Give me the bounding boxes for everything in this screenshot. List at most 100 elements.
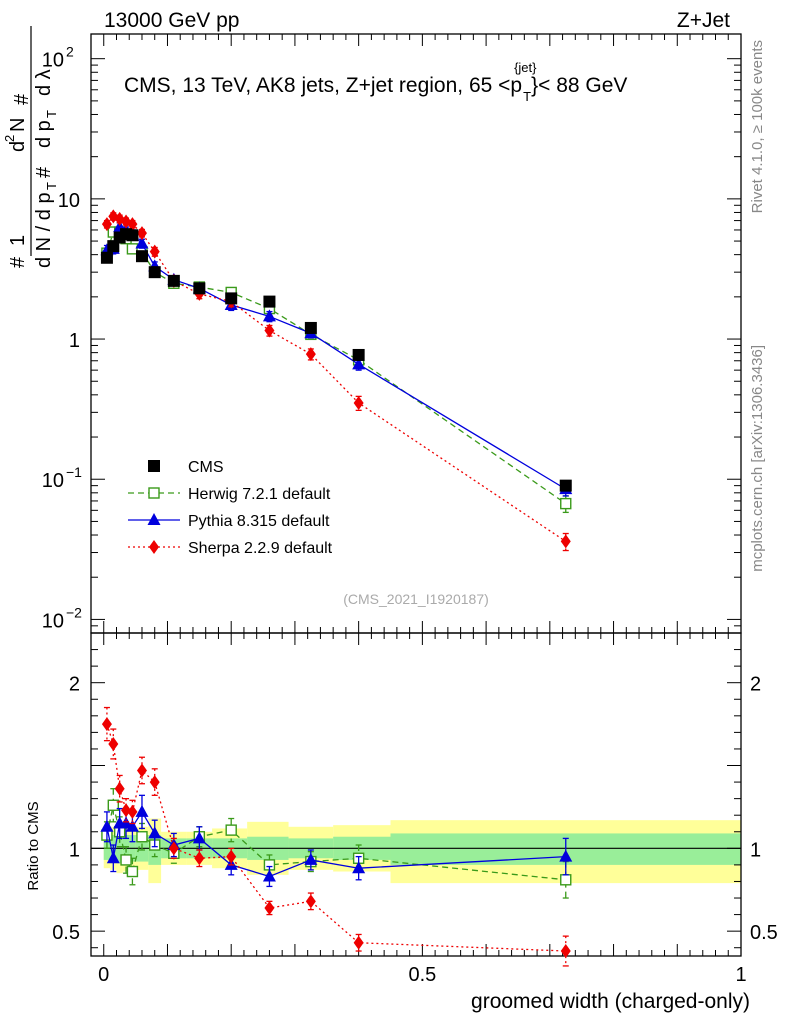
cms-point (126, 229, 139, 242)
svg-text:2: 2 (2, 135, 17, 142)
sherpa-point (101, 217, 112, 232)
mcplots-credit-label: mcplots.cern.ch [arXiv:1306.3436] (749, 345, 766, 572)
svg-text:#: # (11, 93, 33, 105)
sherpa-point (194, 851, 205, 866)
sherpa-point (149, 775, 160, 790)
ratio-y-tick-label: 0.5 (52, 922, 80, 944)
svg-text:1: 1 (7, 235, 29, 246)
y-tick-label: 10 (42, 470, 64, 492)
y-tick-label: 1 (69, 330, 80, 352)
sherpa-point (560, 534, 571, 549)
ratio-panel: 0 0.5 12 21 10.5 0.5 (52, 632, 778, 986)
legend-label-sherpa: Sherpa 2.2.9 default (188, 540, 333, 557)
sherpa-point (353, 935, 364, 950)
sherpa-point (264, 323, 275, 338)
y-tick-exponent: −1 (66, 464, 82, 480)
herwig-point (120, 854, 132, 866)
main-title-superscript: {jet} (514, 60, 537, 75)
sherpa-point (560, 944, 571, 959)
pythia-point (135, 236, 149, 249)
ratio-frame (90, 632, 742, 957)
svg-text:T: T (44, 110, 59, 118)
sherpa-point (101, 717, 112, 732)
x-axis-label: groomed width (charged-only) (471, 990, 750, 1013)
cms-point (352, 348, 365, 361)
herwig-point (126, 243, 139, 255)
pythia-point (125, 819, 139, 832)
cms-point (135, 250, 148, 263)
legend-marker-sherpa (149, 540, 159, 554)
legend-marker-pythia (147, 513, 161, 525)
pythia-point (262, 309, 276, 322)
cms-point (559, 479, 572, 492)
cms-point (225, 292, 238, 305)
legend-label-cms: CMS (188, 459, 224, 476)
legend-marker-cms (148, 460, 160, 472)
legend-marker-herwig (148, 487, 160, 499)
pythia-point (148, 826, 162, 839)
svg-text:#: # (33, 166, 55, 178)
sherpa-point (127, 217, 138, 232)
sherpa-point (127, 804, 138, 819)
y-tick-exponent: −2 (66, 604, 82, 620)
sherpa-point (121, 214, 132, 229)
ratio-y-tick-label-right: 0.5 (750, 922, 778, 944)
pythia-point (559, 849, 573, 862)
pythia-point (352, 357, 366, 370)
main-title: CMS, 13 TeV, AK8 jets, Z+jet region, 65 … (124, 60, 627, 104)
ratio-y-tick-label-right: 2 (750, 674, 761, 696)
sherpa-point (121, 803, 132, 818)
legend: CMS Herwig 7.2.1 default Pythia 8.315 defa… (128, 459, 333, 557)
herwig-point (560, 497, 572, 510)
ratio-y-tick-label: 1 (69, 839, 80, 861)
sherpa-point (168, 841, 179, 856)
sherpa-point (226, 849, 237, 864)
cms-point (304, 321, 317, 334)
pythia-point (262, 869, 276, 882)
sherpa-line (106, 215, 567, 542)
y-tick-label: 10 (58, 190, 80, 212)
pythia-point (304, 852, 318, 865)
pythia-point (100, 819, 114, 832)
sherpa-point (136, 763, 147, 778)
header-right-title: Z+Jet (677, 9, 730, 32)
cms-point (148, 266, 161, 279)
svg-text:d p: d p (33, 120, 55, 148)
sherpa-point (305, 347, 316, 362)
pythia-point (119, 816, 133, 829)
herwig-point (126, 865, 139, 878)
sherpa-point (264, 900, 275, 915)
cms-point (100, 251, 113, 264)
stat-band (116, 831, 123, 864)
x-tick-label: 0 (98, 964, 109, 986)
sherpa-point (353, 395, 364, 410)
x-tick-label: 0.5 (408, 964, 436, 986)
x-tick-label: 1 (735, 964, 746, 986)
pythia-point (106, 851, 120, 864)
pythia-point (135, 804, 149, 817)
herwig-point (225, 824, 237, 836)
y-tick-label: 10 (42, 50, 64, 72)
herwig-point (560, 874, 572, 886)
analysis-watermark: (CMS_2021_I1920187) (343, 591, 489, 607)
cms-point (167, 274, 180, 287)
herwig-point (136, 831, 148, 843)
ratio-y-tick-label-right: 1 (750, 839, 761, 861)
legend-label-herwig: Herwig 7.2.1 default (188, 486, 331, 503)
cms-point (263, 295, 276, 308)
sherpa-point (108, 736, 119, 751)
pythia-point (192, 831, 206, 844)
svg-text:T: T (44, 182, 59, 190)
svg-text:N: N (7, 118, 29, 132)
sherpa-point (114, 781, 125, 796)
sherpa-point (305, 894, 316, 909)
cms-point (193, 282, 206, 295)
main-title-end: }< 88 GeV (531, 74, 627, 97)
svg-text:d λ: d λ (33, 69, 55, 96)
main-title-text: CMS, 13 TeV, AK8 jets, Z+jet region, 65 … (124, 74, 522, 97)
pythia-line (106, 225, 567, 490)
header-left-title: 13000 GeV pp (104, 9, 239, 32)
cms-point (120, 228, 133, 241)
